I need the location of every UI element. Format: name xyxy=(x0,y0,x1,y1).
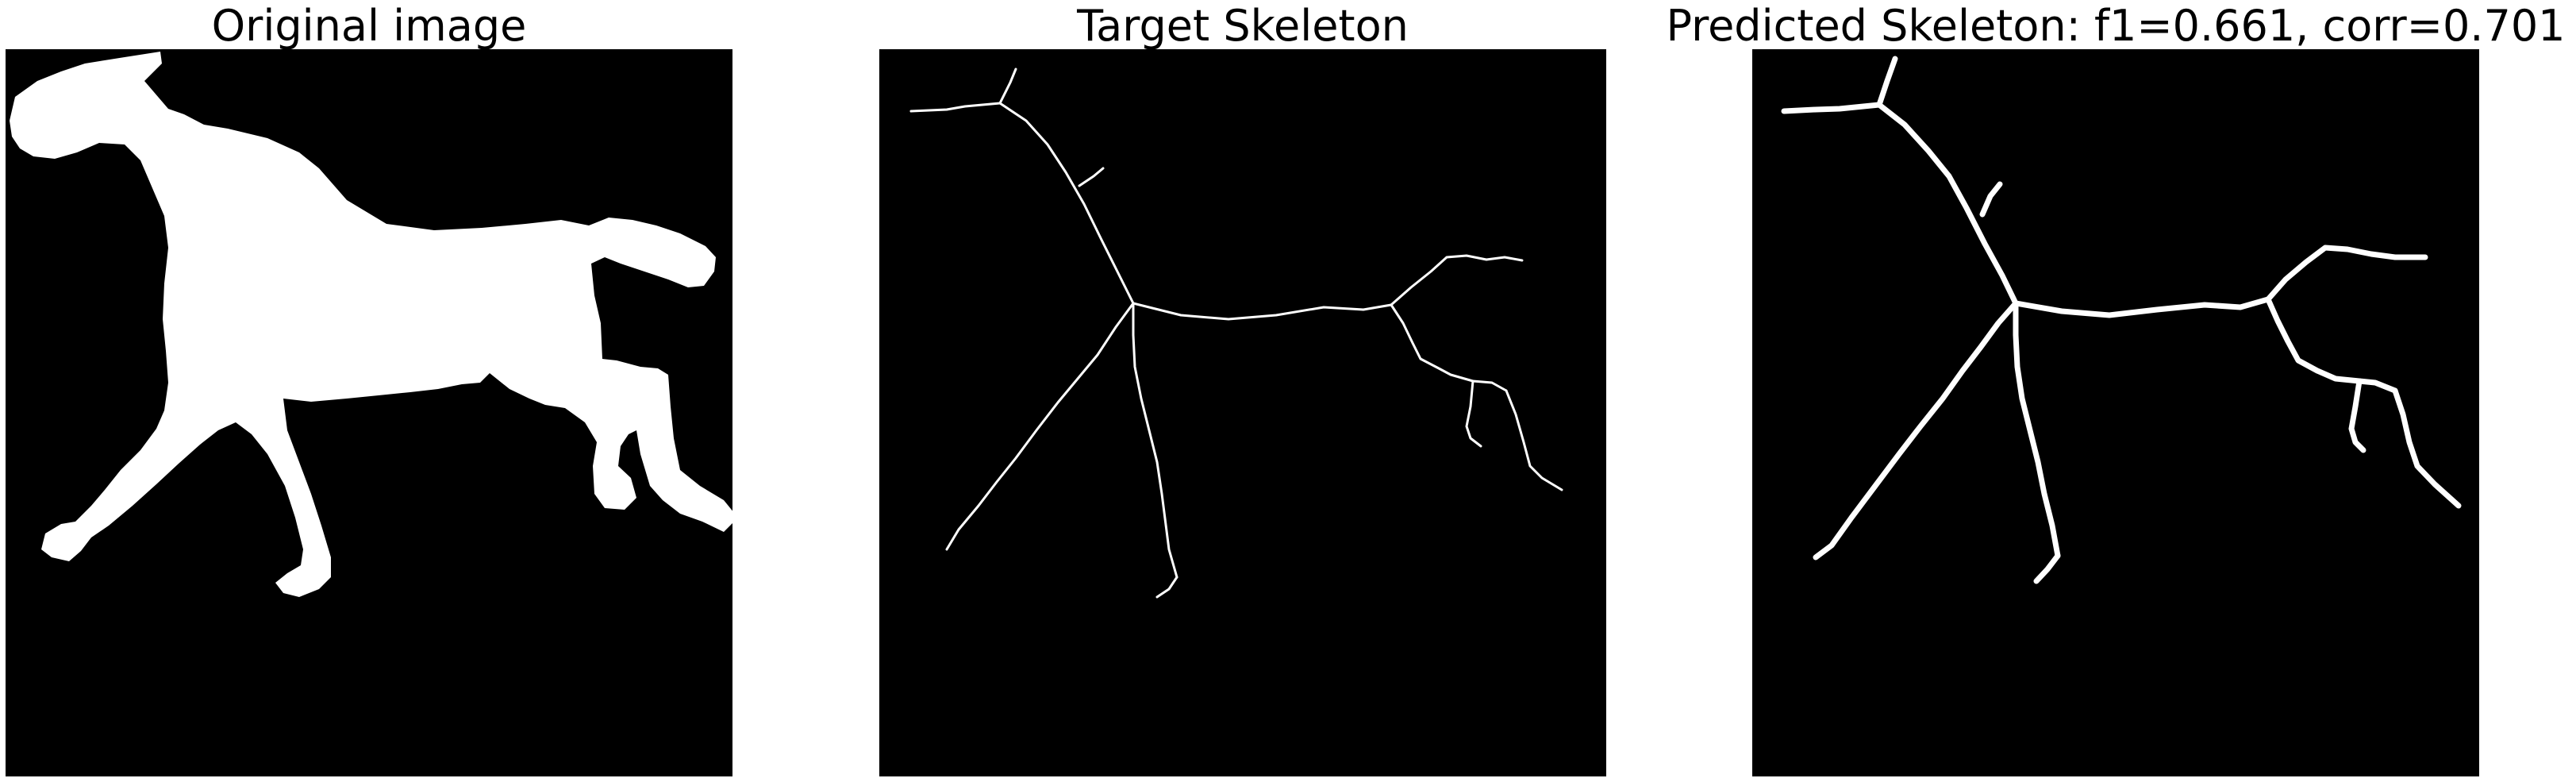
predicted-skeleton-image xyxy=(1781,56,2462,584)
target-skeleton-frame xyxy=(879,49,1606,776)
target-skeleton-image xyxy=(909,67,1563,599)
original-image-panel: Original image xyxy=(6,0,732,782)
horse-silhouette-image xyxy=(10,52,732,597)
predicted-skeleton-frame xyxy=(1752,49,2479,776)
original-image-frame xyxy=(6,49,732,776)
original-image-title: Original image xyxy=(211,1,527,51)
target-skeleton-panel: Target Skeleton xyxy=(879,0,1606,782)
predicted-skeleton-panel: Predicted Skeleton: f1=0.661, corr=0.701 xyxy=(1666,0,2566,782)
target-skeleton-title: Target Skeleton xyxy=(1077,1,1409,51)
predicted-skeleton-title: Predicted Skeleton: f1=0.661, corr=0.701 xyxy=(1666,1,2566,51)
